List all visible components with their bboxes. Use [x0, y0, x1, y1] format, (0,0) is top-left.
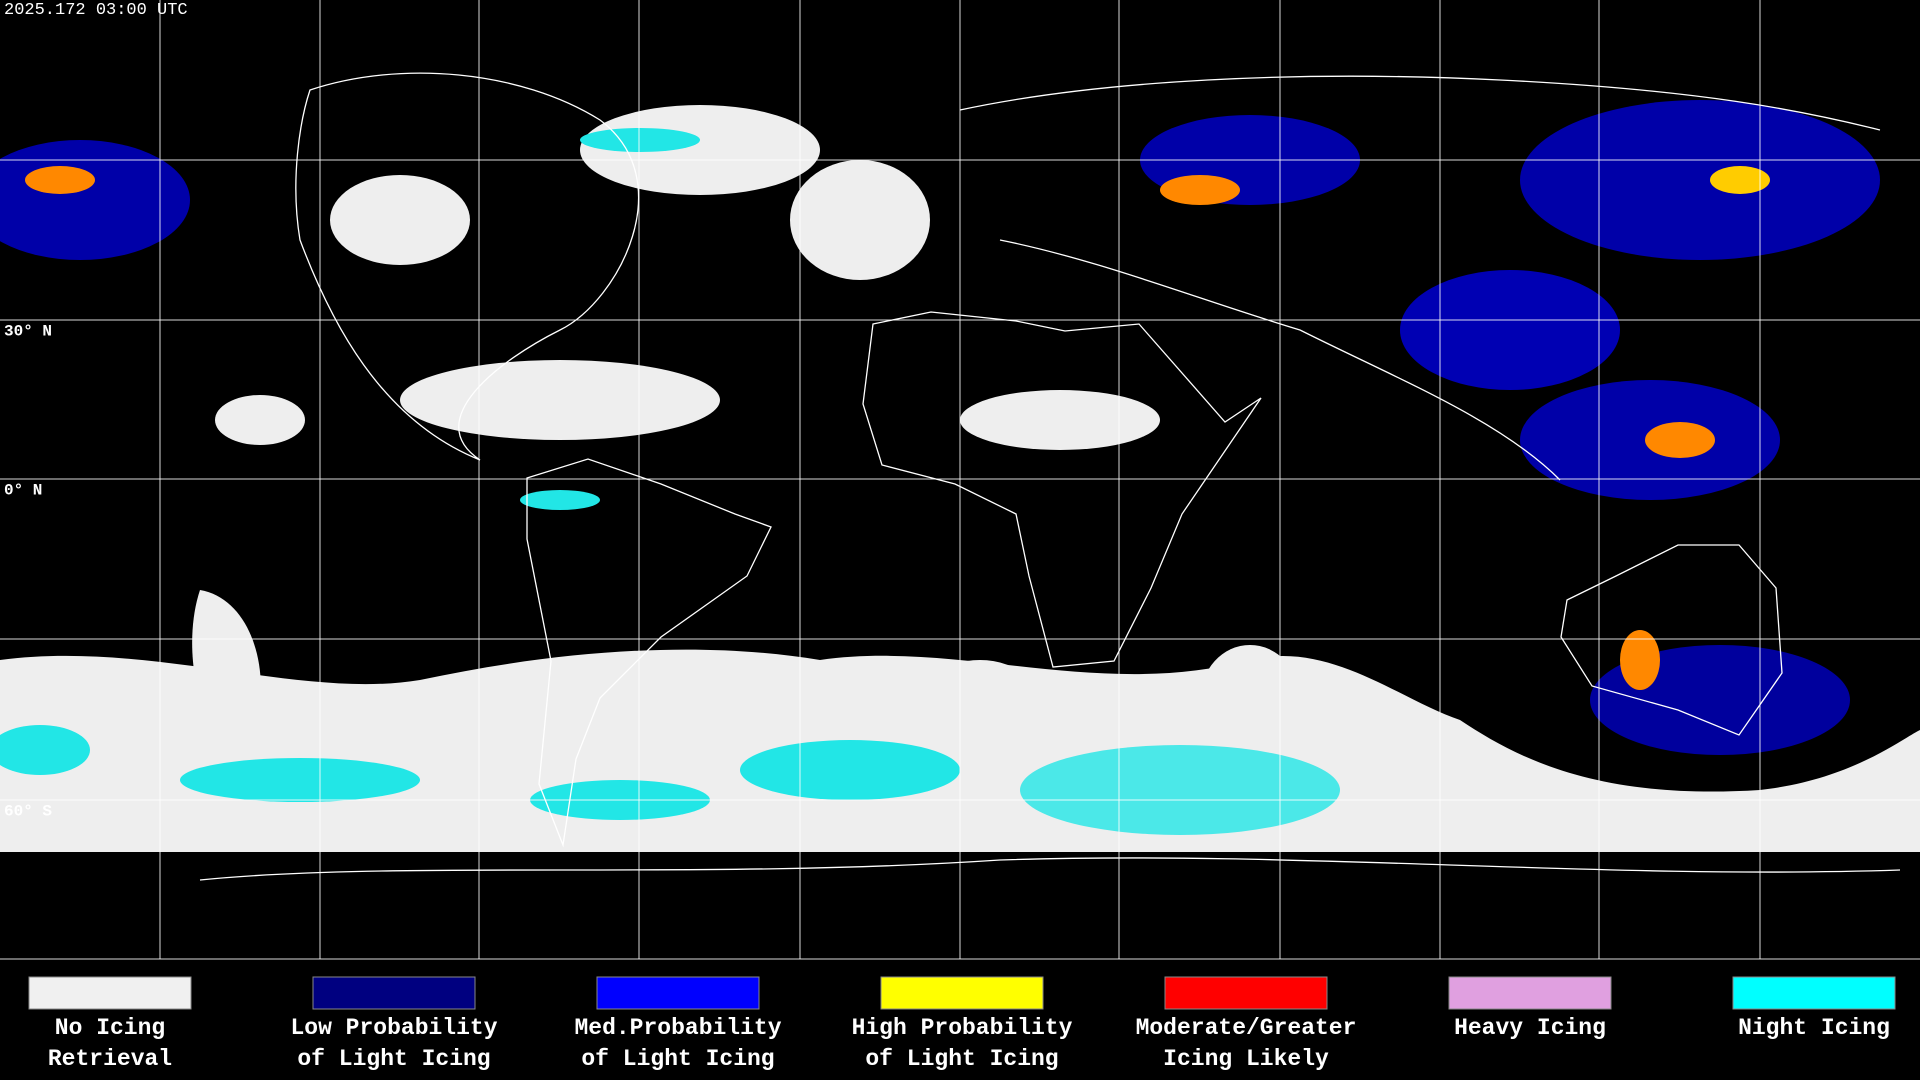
icing-heavy: [1710, 166, 1770, 194]
legend-label: Night Icing: [1738, 1015, 1890, 1041]
cloud: [330, 175, 470, 265]
legend-label: High Probability: [852, 1015, 1073, 1041]
legend-swatch: [1448, 976, 1612, 1010]
night-icing: [740, 740, 960, 800]
night-icing: [1020, 745, 1340, 835]
cloud: [580, 105, 820, 195]
icing-heavy: [1645, 422, 1715, 458]
cloud: [192, 590, 261, 760]
legend-label: Moderate/Greater: [1136, 1015, 1357, 1041]
cloud: [400, 360, 720, 440]
coastline: [1560, 544, 1783, 736]
legend-swatch: [880, 976, 1044, 1010]
coastline: [526, 458, 772, 848]
icing-heavy: [25, 166, 95, 194]
coastline: [295, 72, 640, 461]
night-icing: [180, 758, 420, 802]
timestamp: 2025.172 03:00 UTC: [4, 1, 188, 20]
night-icing: [580, 128, 700, 152]
latitude-label: 60° S: [4, 802, 52, 820]
latitude-label: 30° N: [4, 322, 52, 340]
legend-label: of Light Icing: [581, 1046, 774, 1072]
coastline: [959, 75, 1881, 481]
cloud: [215, 395, 305, 445]
legend-swatch: [312, 976, 476, 1010]
night-icing: [0, 725, 90, 775]
icing: [1400, 270, 1620, 390]
cloud: [790, 160, 930, 280]
legend-label: Retrieval: [48, 1046, 172, 1072]
cloud: [910, 660, 1050, 780]
legend-label: Med.Probability: [574, 1015, 781, 1041]
legend-label: No Icing: [55, 1015, 165, 1041]
icing: [1520, 100, 1880, 260]
legend-label: Icing Likely: [1163, 1046, 1329, 1072]
legend-swatch: [28, 976, 192, 1010]
legend-label: Heavy Icing: [1454, 1015, 1606, 1041]
legend-label: of Light Icing: [297, 1046, 490, 1072]
legend-swatch: [1164, 976, 1328, 1010]
legend-label: Low Probability: [290, 1015, 497, 1041]
legend-swatch: [596, 976, 760, 1010]
cloud: [960, 390, 1160, 450]
graticule: [0, 0, 1920, 960]
night-icing: [520, 490, 600, 510]
legend-label: of Light Icing: [865, 1046, 1058, 1072]
latitude-label: 0° N: [4, 481, 42, 499]
coastline: [862, 311, 1262, 668]
icing-heavy: [1160, 175, 1240, 205]
icing-heavy: [1620, 630, 1660, 690]
legend: No Icing Retrieval Low Probability of Light…: [28, 976, 1896, 1072]
coastline: [199, 857, 1901, 881]
cloud: [1200, 645, 1300, 755]
legend-swatch: [1732, 976, 1896, 1010]
